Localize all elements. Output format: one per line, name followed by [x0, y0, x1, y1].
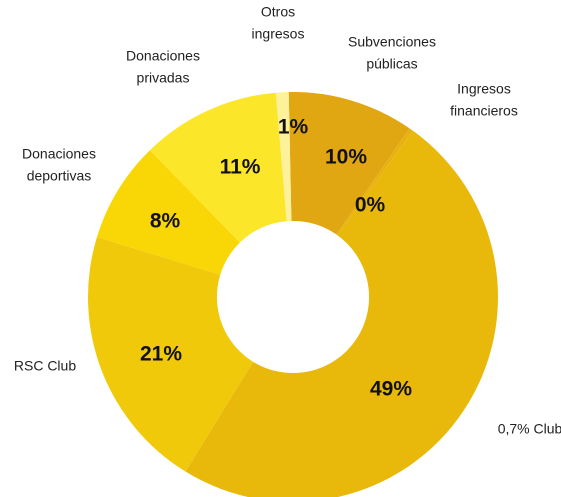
percent-label: 10%: [325, 146, 367, 169]
slice-donaciones-deportivas: [96, 150, 240, 275]
category-label: Ingresos financieros: [450, 81, 518, 119]
slices-group: [87, 92, 498, 497]
percent-label: 8%: [150, 210, 181, 233]
category-label: Subvenciones públicas: [348, 34, 436, 72]
category-label-line: financieros: [450, 103, 518, 119]
category-label-line: Ingresos: [457, 81, 511, 97]
category-label: RSC Club: [14, 358, 76, 374]
category-label-line: públicas: [366, 56, 417, 72]
slice-donaciones-privadas: [149, 92, 287, 243]
percent-label: 11%: [220, 156, 261, 179]
category-label: Otros ingresos: [252, 4, 305, 42]
percent-labels-group: 10% 0% 49% 21% 8% 11% 1%: [140, 116, 412, 401]
category-label: 0,7% Club: [498, 421, 561, 437]
category-label-line: Otros: [261, 4, 295, 20]
category-label: Donaciones deportivas: [22, 146, 96, 184]
slice-otros-ingresos: [275, 92, 292, 222]
category-label-line: ingresos: [252, 26, 305, 42]
category-label-line: RSC Club: [14, 358, 76, 374]
category-label-line: Subvenciones: [348, 34, 436, 50]
category-label-line: 0,7% Club: [498, 421, 561, 437]
category-label: Donaciones privadas: [126, 48, 200, 86]
percent-label: 1%: [278, 116, 309, 139]
category-label-line: Donaciones: [126, 48, 200, 64]
donut-hole: [217, 221, 369, 373]
category-label-line: privadas: [137, 70, 190, 86]
slice-0-7-club: [185, 130, 498, 497]
category-labels-group: Subvenciones públicas Ingresos financieros 0…: [14, 4, 561, 437]
percent-label: 49%: [370, 378, 412, 401]
slice-ingresos-financieros: [336, 128, 413, 236]
percent-label: 21%: [140, 343, 182, 366]
category-label-line: deportivas: [27, 168, 92, 184]
category-label-line: Donaciones: [22, 146, 96, 162]
slice-subvenciones-p-blicas: [288, 92, 410, 235]
slice-rsc-club: [87, 237, 254, 472]
percent-label: 0%: [355, 194, 386, 217]
